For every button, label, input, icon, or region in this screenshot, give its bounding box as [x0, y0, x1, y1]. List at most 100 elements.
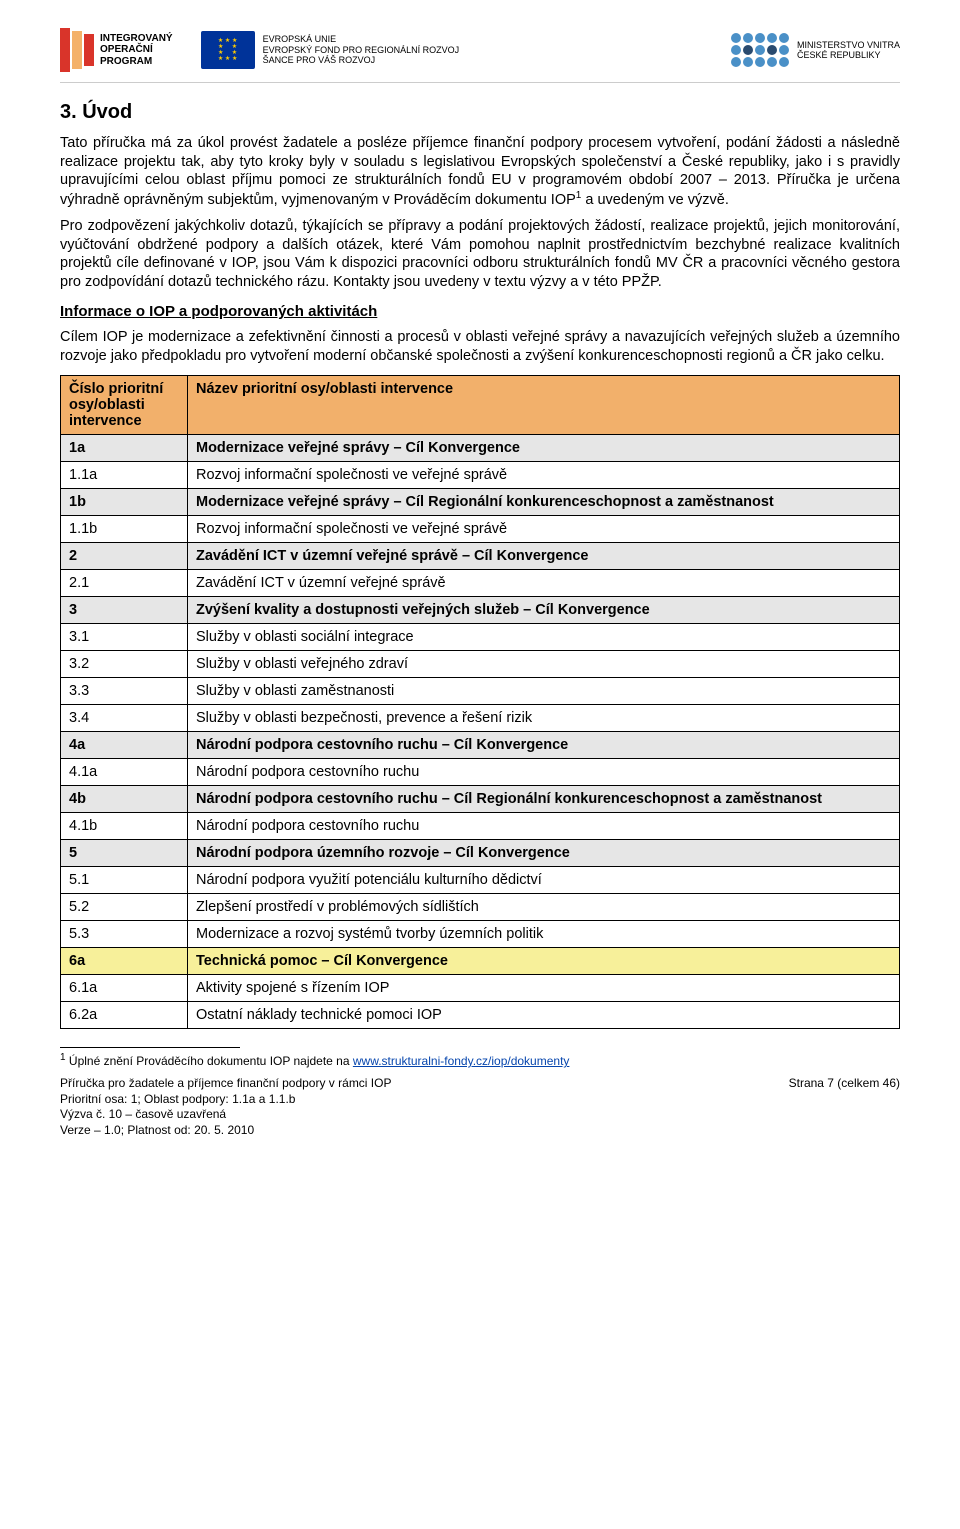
- table-cell-name: Služby v oblasti zaměstnanosti: [188, 678, 900, 705]
- eu-line3: ŠANCE PRO VÁŠ ROZVOJ: [263, 55, 460, 65]
- table-row: 3.2Služby v oblasti veřejného zdraví: [61, 651, 900, 678]
- table-cell-code: 1b: [61, 489, 188, 516]
- table-row: 1.1aRozvoj informační společnosti ve veř…: [61, 462, 900, 489]
- eu-text: EVROPSKÁ UNIE EVROPSKÝ FOND PRO REGIONÁL…: [263, 34, 460, 65]
- footer-l4: Verze – 1.0; Platnost od: 20. 5. 2010: [60, 1123, 391, 1139]
- iop-line3: PROGRAM: [100, 56, 173, 68]
- table-cell-name: Aktivity spojené s řízením IOP: [188, 975, 900, 1002]
- priority-table: Číslo prioritní osy/oblasti intervence N…: [60, 375, 900, 1029]
- table-row: 3Zvýšení kvality a dostupnosti veřejných…: [61, 597, 900, 624]
- table-row: 4aNárodní podpora cestovního ruchu – Cíl…: [61, 732, 900, 759]
- section-title: 3. Úvod: [60, 101, 900, 124]
- iop-text: INTEGROVANÝ OPERAČNÍ PROGRAM: [100, 33, 173, 68]
- table-row: 5Národní podpora územního rozvoje – Cíl …: [61, 840, 900, 867]
- mvcr-line2: ČESKÉ REPUBLIKY: [797, 50, 900, 60]
- mvcr-text: MINISTERSTVO VNITRA ČESKÉ REPUBLIKY: [797, 40, 900, 61]
- table-row: 6.1aAktivity spojené s řízením IOP: [61, 975, 900, 1002]
- table-cell-name: Národní podpora využití potenciálu kultu…: [188, 867, 900, 894]
- table-cell-code: 5: [61, 840, 188, 867]
- footer-left: Příručka pro žadatele a příjemce finančn…: [60, 1076, 391, 1138]
- table-cell-name: Národní podpora cestovního ruchu – Cíl R…: [188, 786, 900, 813]
- table-cell-name: Technická pomoc – Cíl Konvergence: [188, 948, 900, 975]
- table-cell-code: 3: [61, 597, 188, 624]
- footnote-separator: [60, 1047, 240, 1048]
- subheading: Informace o IOP a podporovaných aktivitá…: [60, 303, 900, 320]
- table-cell-code: 5.3: [61, 921, 188, 948]
- table-cell-name: Rozvoj informační společnosti ve veřejné…: [188, 462, 900, 489]
- table-cell-code: 6.2a: [61, 1002, 188, 1029]
- table-cell-code: 5.2: [61, 894, 188, 921]
- paragraph-1: Tato příručka má za úkol provést žadatel…: [60, 134, 900, 209]
- eu-line1: EVROPSKÁ UNIE: [263, 34, 460, 44]
- footer-l2: Prioritní osa: 1; Oblast podpory: 1.1a a…: [60, 1092, 391, 1108]
- table-row: 2Zavádění ICT v územní veřejné správě – …: [61, 543, 900, 570]
- table-cell-code: 5.1: [61, 867, 188, 894]
- paragraph-2: Pro zodpovězení jakýchkoliv dotazů, týka…: [60, 217, 900, 291]
- table-cell-name: Národní podpora cestovního ruchu – Cíl K…: [188, 732, 900, 759]
- table-row: 4bNárodní podpora cestovního ruchu – Cíl…: [61, 786, 900, 813]
- table-row: 5.2Zlepšení prostředí v problémových síd…: [61, 894, 900, 921]
- table-cell-code: 3.4: [61, 705, 188, 732]
- table-row: 6.2aOstatní náklady technické pomoci IOP: [61, 1002, 900, 1029]
- table-row: 3.1Služby v oblasti sociální integrace: [61, 624, 900, 651]
- table-cell-name: Národní podpora cestovního ruchu: [188, 759, 900, 786]
- table-cell-code: 3.1: [61, 624, 188, 651]
- table-cell-code: 4.1b: [61, 813, 188, 840]
- footer-l3: Výzva č. 10 – časově uzavřená: [60, 1107, 391, 1123]
- table-row: 4.1bNárodní podpora cestovního ruchu: [61, 813, 900, 840]
- table-cell-code: 1.1a: [61, 462, 188, 489]
- table-row: 1aModernizace veřejné správy – Cíl Konve…: [61, 435, 900, 462]
- table-cell-name: Zavádění ICT v územní veřejné správě – C…: [188, 543, 900, 570]
- table-cell-code: 4a: [61, 732, 188, 759]
- logo-mvcr: MINISTERSTVO VNITRA ČESKÉ REPUBLIKY: [731, 33, 900, 67]
- table-cell-name: Zvýšení kvality a dostupnosti veřejných …: [188, 597, 900, 624]
- table-cell-code: 6.1a: [61, 975, 188, 1002]
- table-row: 3.3Služby v oblasti zaměstnanosti: [61, 678, 900, 705]
- document-page: INTEGROVANÝ OPERAČNÍ PROGRAM EVROPSKÁ UN…: [0, 0, 960, 1169]
- table-cell-name: Modernizace veřejné správy – Cíl Regioná…: [188, 489, 900, 516]
- footer-l1: Příručka pro žadatele a příjemce finančn…: [60, 1076, 391, 1092]
- table-row: 5.3Modernizace a rozvoj systémů tvorby ú…: [61, 921, 900, 948]
- table-cell-name: Zavádění ICT v územní veřejné správě: [188, 570, 900, 597]
- table-cell-code: 4b: [61, 786, 188, 813]
- table-cell-code: 2: [61, 543, 188, 570]
- iop-line2: OPERAČNÍ: [100, 44, 173, 56]
- table-cell-code: 2.1: [61, 570, 188, 597]
- logo-eu: EVROPSKÁ UNIE EVROPSKÝ FOND PRO REGIONÁL…: [201, 31, 460, 69]
- footnote-text: Úplné znění Prováděcího dokumentu IOP na…: [66, 1054, 353, 1068]
- mvcr-line1: MINISTERSTVO VNITRA: [797, 40, 900, 50]
- header-bar: INTEGROVANÝ OPERAČNÍ PROGRAM EVROPSKÁ UN…: [60, 28, 900, 83]
- table-header-col1: Číslo prioritní osy/oblasti intervence: [61, 376, 188, 435]
- table-row: 4.1aNárodní podpora cestovního ruchu: [61, 759, 900, 786]
- iop-line1: INTEGROVANÝ: [100, 33, 173, 45]
- table-row: 1.1bRozvoj informační společnosti ve veř…: [61, 516, 900, 543]
- eu-line2: EVROPSKÝ FOND PRO REGIONÁLNÍ ROZVOJ: [263, 45, 460, 55]
- table-cell-name: Služby v oblasti veřejného zdraví: [188, 651, 900, 678]
- p1-tail: a uvedeným ve výzvě.: [581, 191, 729, 207]
- table-cell-name: Zlepšení prostředí v problémových sídliš…: [188, 894, 900, 921]
- table-header-row: Číslo prioritní osy/oblasti intervence N…: [61, 376, 900, 435]
- table-row: 5.1Národní podpora využití potenciálu ku…: [61, 867, 900, 894]
- table-cell-name: Národní podpora územního rozvoje – Cíl K…: [188, 840, 900, 867]
- footnote-link[interactable]: www.strukturalni-fondy.cz/iop/dokumenty: [353, 1054, 570, 1068]
- iop-bars-icon: [60, 28, 94, 72]
- page-footer: Příručka pro žadatele a příjemce finančn…: [60, 1076, 900, 1138]
- table-cell-code: 6a: [61, 948, 188, 975]
- table-row: 2.1Zavádění ICT v územní veřejné správě: [61, 570, 900, 597]
- footer-right: Strana 7 (celkem 46): [789, 1076, 900, 1138]
- table-row: 1bModernizace veřejné správy – Cíl Regio…: [61, 489, 900, 516]
- paragraph-3: Cílem IOP je modernizace a zefektivnění …: [60, 328, 900, 365]
- mvcr-dots-icon: [731, 33, 789, 67]
- p1-text: Tato příručka má za úkol provést žadatel…: [60, 135, 900, 207]
- table-cell-name: Národní podpora cestovního ruchu: [188, 813, 900, 840]
- table-row: 3.4Služby v oblasti bezpečnosti, prevenc…: [61, 705, 900, 732]
- table-cell-name: Modernizace veřejné správy – Cíl Konverg…: [188, 435, 900, 462]
- table-cell-name: Rozvoj informační společnosti ve veřejné…: [188, 516, 900, 543]
- table-cell-code: 3.3: [61, 678, 188, 705]
- table-cell-name: Ostatní náklady technické pomoci IOP: [188, 1002, 900, 1029]
- table-cell-name: Služby v oblasti bezpečnosti, prevence a…: [188, 705, 900, 732]
- table-cell-code: 3.2: [61, 651, 188, 678]
- table-cell-code: 4.1a: [61, 759, 188, 786]
- table-row: 6aTechnická pomoc – Cíl Konvergence: [61, 948, 900, 975]
- logo-iop: INTEGROVANÝ OPERAČNÍ PROGRAM: [60, 28, 173, 72]
